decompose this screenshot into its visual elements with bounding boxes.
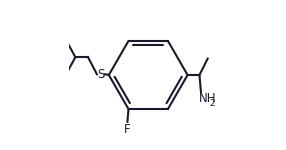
Text: 2: 2 — [210, 99, 215, 108]
Text: F: F — [124, 123, 131, 136]
Text: NH: NH — [199, 92, 216, 105]
Text: S: S — [97, 68, 104, 81]
